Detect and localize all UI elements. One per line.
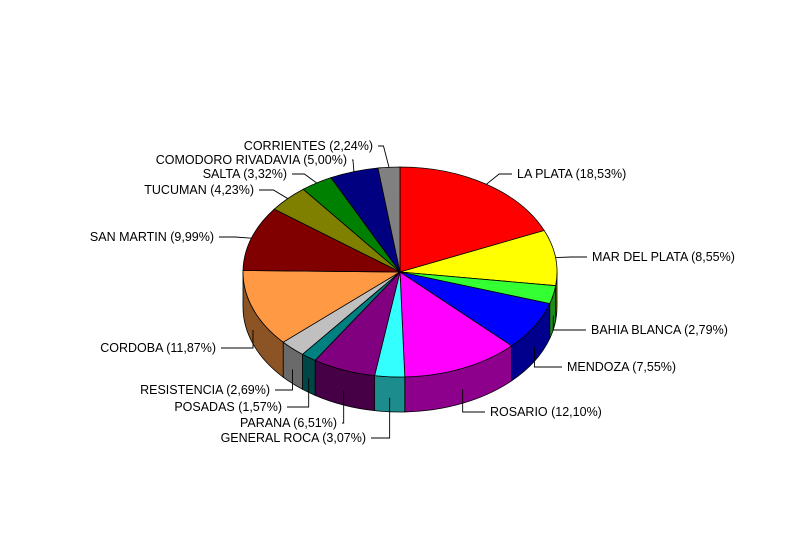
pie-slice-9 — [242, 270, 402, 343]
slice-label-0: LA PLATA (18,53%) — [517, 167, 626, 181]
slice-label-5: GENERAL ROCA (3,07%) — [221, 431, 366, 445]
leader-line-4 — [462, 389, 485, 413]
slice-label-8: RESISTENCIA (2,69%) — [140, 383, 270, 397]
leader-line-13 — [352, 159, 355, 172]
leader-line-8 — [275, 369, 293, 391]
leader-line-14 — [378, 145, 390, 168]
leader-line-2 — [552, 315, 586, 331]
slice-labels: LA PLATA (18,53%) MAR DEL PLATA (8,55%) BA… — [90, 139, 735, 445]
leader-line-0 — [486, 173, 512, 185]
slice-label-13: COMODORO RIVADAVIA (5,00%) — [156, 153, 347, 167]
slice-label-2: BAHIA BLANCA (2,79%) — [591, 323, 728, 337]
slice-label-1: MAR DEL PLATA (8,55%) — [592, 250, 735, 264]
slice-label-10: SAN MARTIN (9,99%) — [90, 230, 214, 244]
leader-line-1 — [555, 256, 587, 258]
pie-tops — [242, 166, 558, 378]
leader-line-3 — [533, 347, 562, 368]
slice-label-11: TUCUMAN (4,23%) — [144, 183, 254, 197]
leader-line-12 — [292, 173, 317, 184]
pie-slice-4 — [399, 271, 513, 378]
pie-slice-1 — [399, 230, 558, 287]
leader-line-10 — [219, 236, 252, 239]
slice-label-3: MENDOZA (7,55%) — [567, 360, 676, 374]
leader-lines — [219, 145, 587, 439]
leader-line-5 — [371, 397, 391, 439]
slice-label-14: CORRIENTES (2,24%) — [244, 139, 373, 153]
leader-line-6 — [342, 391, 345, 424]
pie-sides — [242, 271, 558, 413]
slice-label-6: PARANA (6,51%) — [240, 416, 337, 430]
leader-line-11 — [259, 189, 289, 199]
slice-label-9: CORDOBA (11,87%) — [100, 341, 216, 355]
slice-label-7: POSADAS (1,57%) — [174, 400, 282, 414]
slice-label-12: SALTA (3,32%) — [203, 167, 287, 181]
leader-line-7 — [287, 378, 310, 408]
leader-line-9 — [221, 329, 254, 349]
slice-label-4: ROSARIO (12,10%) — [490, 405, 602, 419]
